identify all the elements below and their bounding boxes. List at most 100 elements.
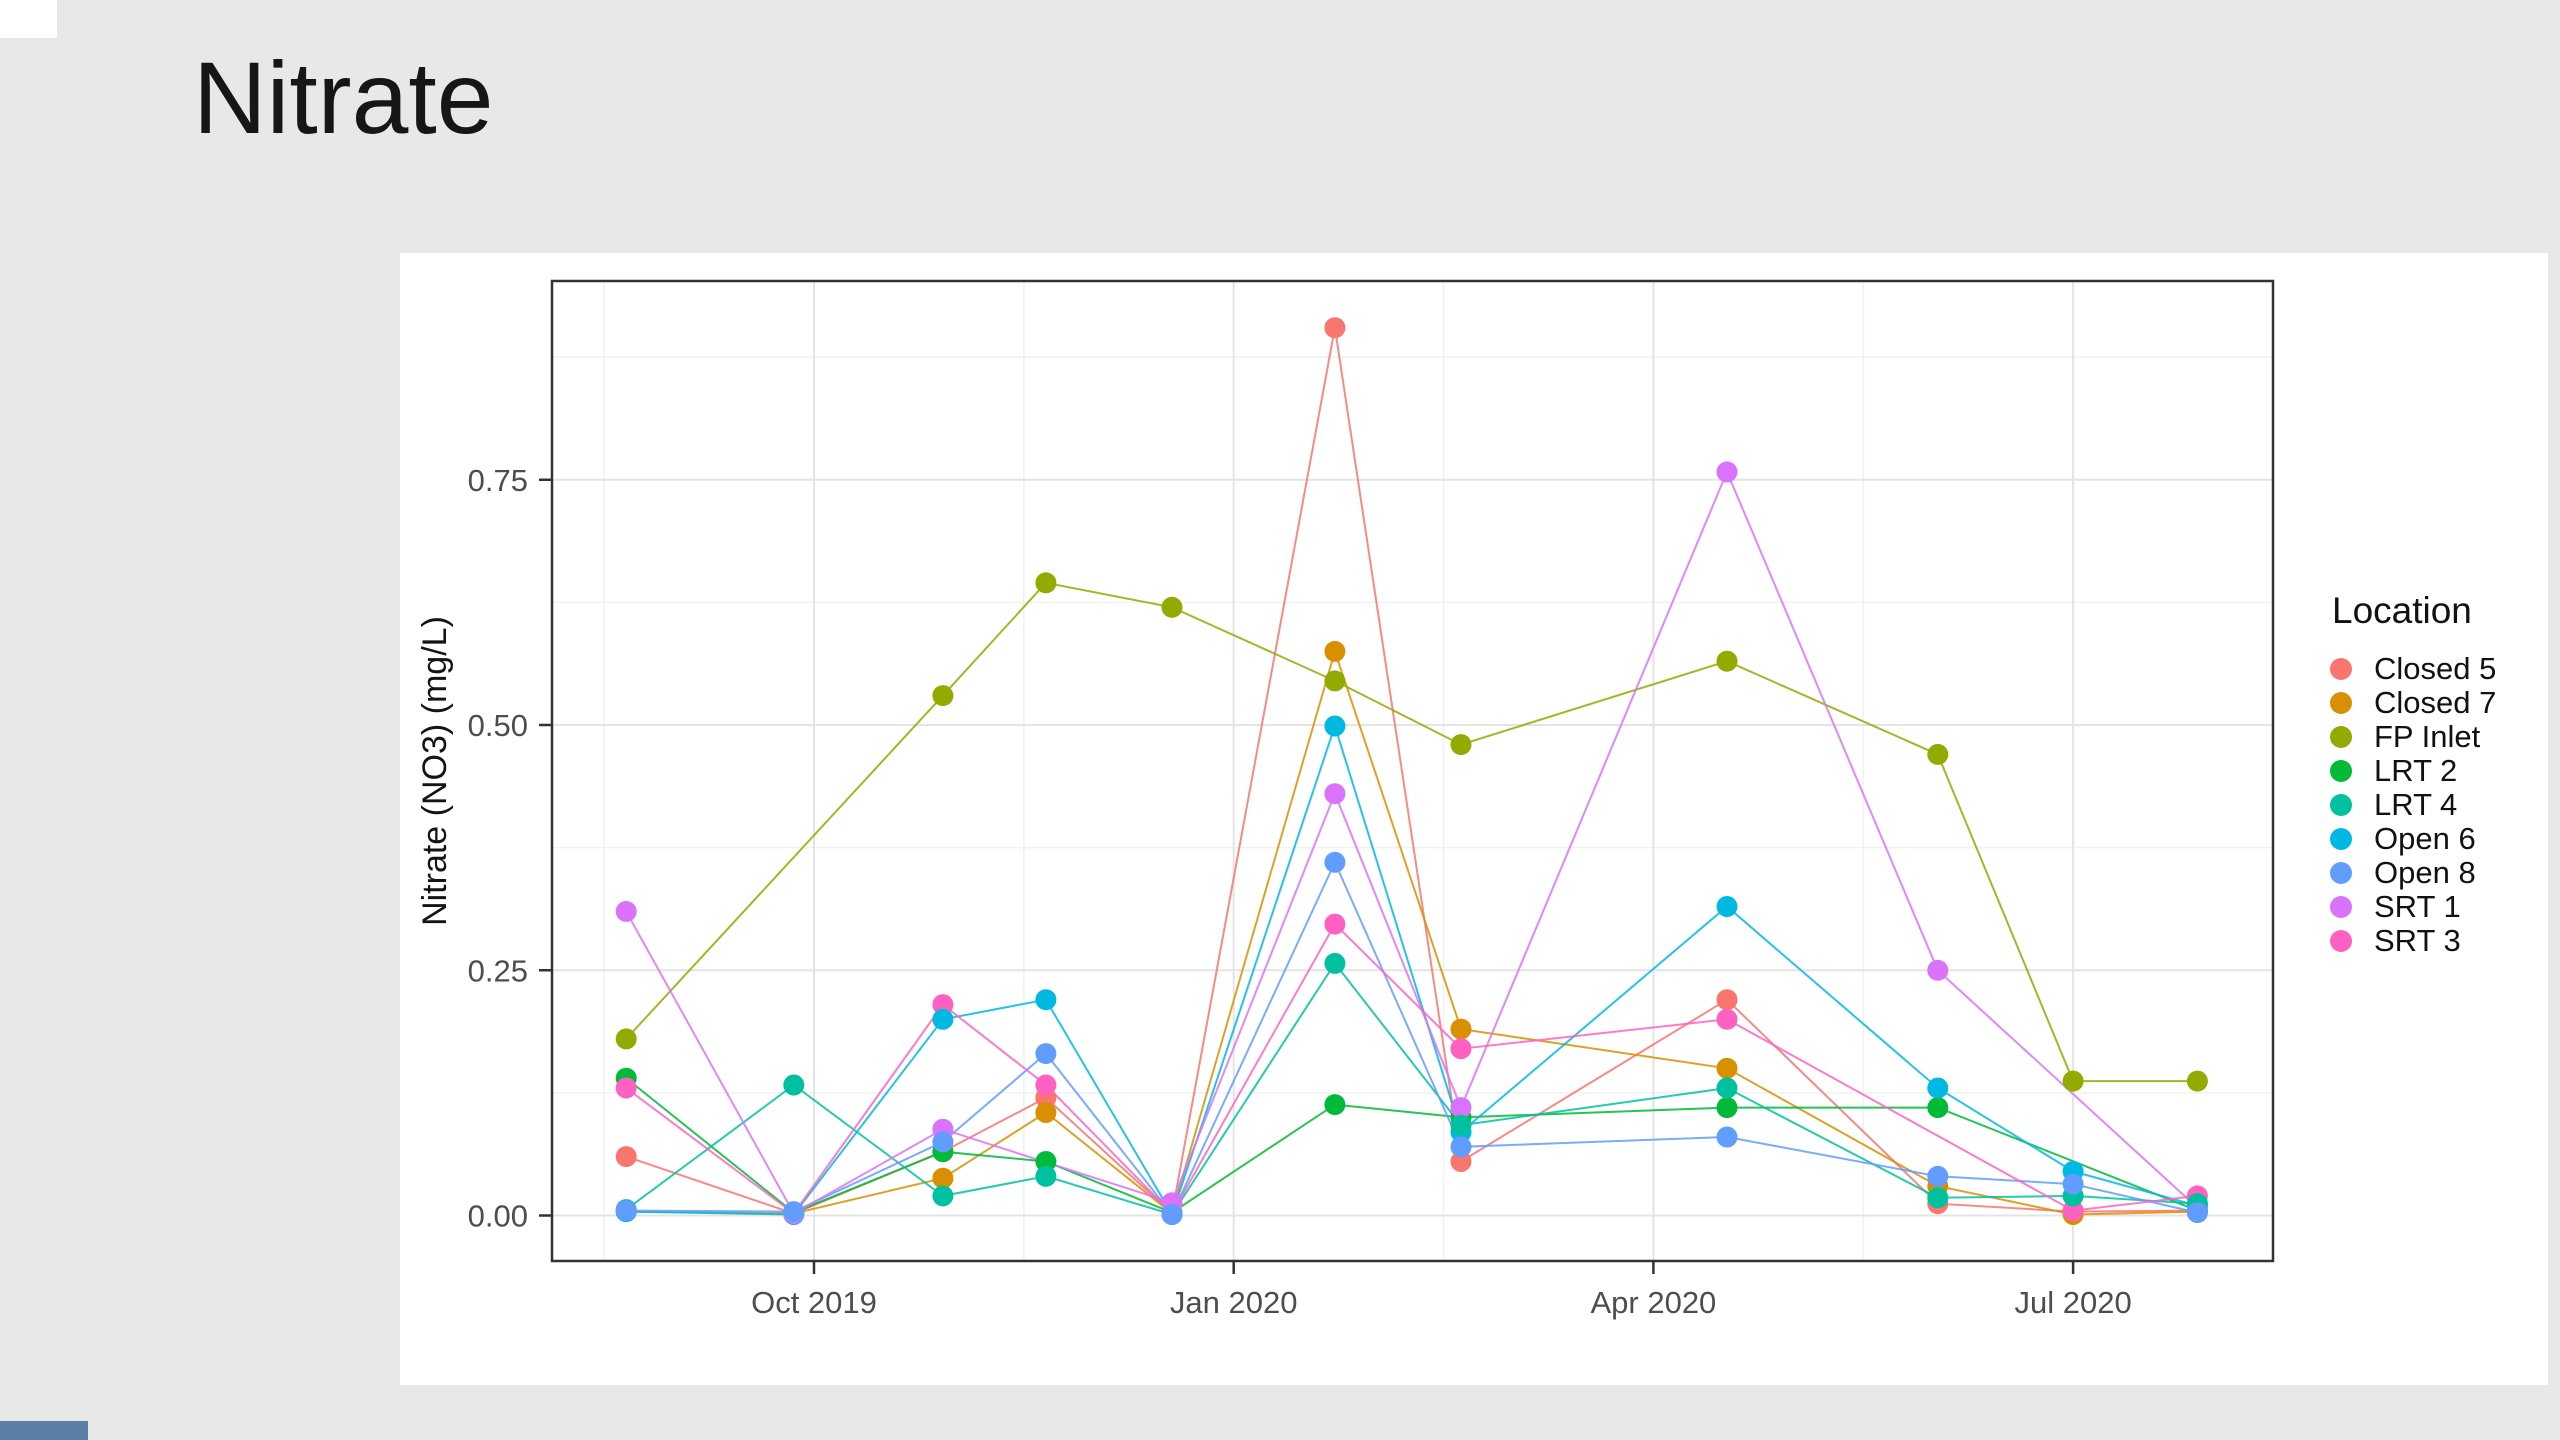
data-point-lrt-4 — [783, 1074, 805, 1096]
legend-dot — [2330, 658, 2352, 680]
legend-label: Open 6 — [2374, 821, 2476, 856]
bottom-left-corner-bar — [0, 1421, 88, 1440]
data-point-fp-inlet — [1927, 743, 1949, 765]
data-point-open-8 — [2062, 1173, 2084, 1195]
data-point-lrt-4 — [1716, 1077, 1738, 1099]
y-tick-label: 0.50 — [468, 708, 528, 743]
legend-dot — [2330, 692, 2352, 714]
data-point-closed-7 — [932, 1167, 954, 1189]
data-point-lrt-4 — [1324, 952, 1346, 974]
legend-dot — [2330, 794, 2352, 816]
data-point-closed-7 — [1035, 1102, 1057, 1123]
x-tick-label: Jan 2020 — [1170, 1285, 1298, 1320]
data-point-closed-5 — [615, 1146, 637, 1168]
legend-dot — [2330, 896, 2352, 918]
data-point-lrt-4 — [932, 1185, 954, 1207]
data-point-open-8 — [1927, 1165, 1949, 1187]
series-line-fp-inlet — [625, 581, 2198, 1083]
data-point-fp-inlet — [1324, 670, 1346, 692]
data-point-srt-1 — [615, 900, 637, 922]
legend-item-lrt-2: LRT 2 — [2330, 753, 2555, 788]
data-point-open-6 — [1927, 1077, 1949, 1099]
data-point-lrt-2 — [1324, 1094, 1346, 1116]
legend-item-closed-5: Closed 5 — [2330, 651, 2555, 686]
data-point-open-8 — [1450, 1136, 1472, 1158]
data-point-open-8 — [932, 1131, 954, 1153]
data-point-closed-5 — [1450, 1151, 1472, 1172]
data-point-fp-inlet — [1450, 734, 1472, 756]
data-point-srt-1 — [1927, 959, 1949, 981]
data-point-open-6 — [932, 1008, 954, 1030]
data-point-srt-3 — [615, 1077, 637, 1099]
legend-label: Closed 5 — [2374, 651, 2497, 686]
y-tick-label: 0.75 — [468, 463, 528, 498]
legend-dot — [2330, 828, 2352, 850]
y-axis-title: Nitrate (NO3) (mg/L) — [416, 616, 454, 926]
x-tick-label: Apr 2020 — [1590, 1285, 1716, 1320]
legend-dot — [2330, 930, 2352, 952]
data-point-fp-inlet — [1716, 650, 1738, 672]
data-point-srt-1 — [1716, 461, 1738, 483]
legend-item-open-8: Open 8 — [2330, 855, 2555, 890]
data-point-lrt-4 — [1927, 1187, 1949, 1209]
legend-dot — [2330, 726, 2352, 748]
data-point-open-8 — [1716, 1126, 1738, 1148]
legend-dot — [2330, 760, 2352, 782]
top-left-corner-box — [0, 0, 57, 38]
legend-label: Closed 7 — [2374, 685, 2497, 720]
data-point-lrt-4 — [1450, 1114, 1472, 1136]
series-line-lrt-2 — [625, 1077, 2198, 1214]
legend-label: Open 8 — [2374, 855, 2476, 890]
data-point-fp-inlet — [2062, 1070, 2084, 1092]
legend-item-closed-7: Closed 7 — [2330, 685, 2555, 720]
data-point-open-6 — [1324, 715, 1346, 737]
data-point-closed-7 — [1716, 1057, 1738, 1079]
data-point-fp-inlet — [615, 1028, 637, 1050]
panel-border — [550, 279, 2275, 1263]
panel-background — [552, 281, 2273, 1261]
data-point-lrt-2 — [1035, 1151, 1057, 1172]
data-point-closed-7 — [1450, 1018, 1472, 1040]
data-point-closed-7 — [1324, 640, 1346, 662]
data-point-srt-3 — [1716, 1008, 1738, 1030]
y-tick-label: 0.25 — [468, 953, 528, 988]
data-point-srt-3 — [932, 994, 954, 1016]
legend-label: SRT 3 — [2374, 923, 2461, 958]
data-point-open-8 — [1161, 1204, 1183, 1225]
legend-item-srt-1: SRT 1 — [2330, 889, 2555, 924]
legend-label: LRT 4 — [2374, 787, 2458, 822]
data-point-srt-3 — [1035, 1074, 1057, 1096]
legend-title: Location — [2332, 590, 2472, 631]
data-point-closed-5 — [1716, 989, 1738, 1011]
legend-items: Closed 5 Closed 7 FP Inlet LRT 2 LRT 4 Open 6… — [2330, 651, 2555, 958]
legend-item-fp-inlet: FP Inlet — [2330, 719, 2555, 754]
data-point-srt-3 — [1450, 1038, 1472, 1060]
data-point-open-8 — [783, 1201, 805, 1223]
x-tick-label: Jul 2020 — [2014, 1285, 2131, 1320]
data-point-fp-inlet — [1035, 572, 1057, 594]
data-point-srt-1 — [1324, 783, 1346, 805]
y-tick-label: 0.00 — [468, 1199, 528, 1234]
chart-legend: Location Closed 5 Closed 7 FP Inlet LRT 2 LR… — [2330, 590, 2555, 958]
page-title: Nitrate — [193, 41, 494, 155]
legend-item-lrt-4: LRT 4 — [2330, 787, 2555, 822]
data-point-open-6 — [1035, 989, 1057, 1011]
data-point-srt-3 — [1324, 913, 1346, 935]
data-point-open-8 — [1035, 1043, 1057, 1065]
data-point-srt-3 — [2062, 1200, 2084, 1222]
data-point-open-8 — [615, 1200, 637, 1222]
x-tick-label: Oct 2019 — [751, 1285, 877, 1320]
data-point-open-8 — [1324, 851, 1346, 873]
data-point-lrt-2 — [1716, 1097, 1738, 1119]
data-point-fp-inlet — [932, 685, 954, 707]
data-point-open-6 — [1716, 896, 1738, 917]
data-point-fp-inlet — [2186, 1070, 2208, 1092]
series-line-srt-3 — [625, 922, 2198, 1216]
data-point-fp-inlet — [1161, 596, 1183, 618]
legend-dot — [2330, 862, 2352, 884]
data-point-closed-5 — [1324, 317, 1346, 339]
data-point-srt-1 — [1450, 1097, 1472, 1119]
legend-label: SRT 1 — [2374, 889, 2461, 924]
